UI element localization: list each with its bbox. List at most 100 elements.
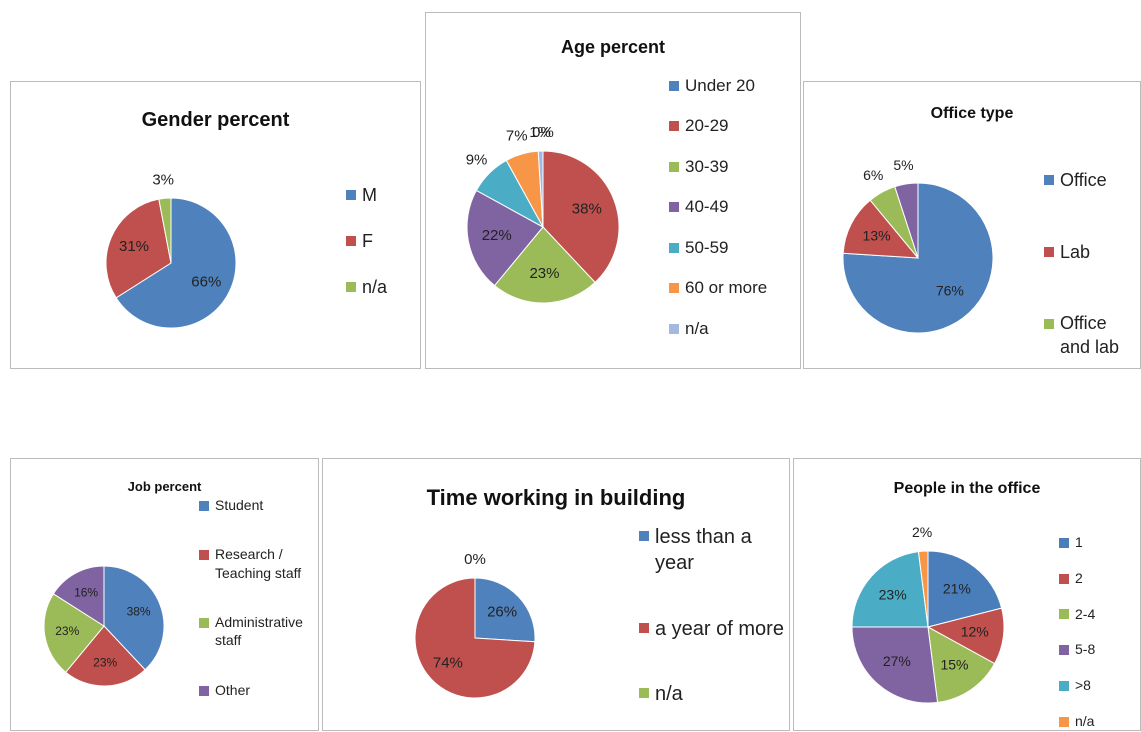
chart-panel: People in the office 21% 12% 15% 27% 23% 2% 1 2 2… [793, 458, 1141, 731]
data-label: 0% [532, 124, 554, 141]
pie-slice [851, 551, 929, 628]
pie-area: 66% 31% 3% [105, 171, 237, 329]
legend-item: 60 or more [669, 277, 799, 299]
data-label: 9% [466, 152, 488, 169]
legend: Office Lab Office and lab [1044, 169, 1139, 359]
legend-item: 1 [1059, 533, 1141, 551]
legend-label: 40-49 [685, 197, 729, 217]
legend-swatch [669, 323, 679, 334]
legend-item: 40-49 [669, 196, 799, 218]
legend-item: 50-59 [669, 237, 799, 259]
pie-slice [842, 182, 994, 334]
pie-slice [474, 577, 536, 643]
legend: less than a year a year of more n/a [639, 524, 789, 707]
legend: 1 2 2-4 5-8 >8 n/a [1059, 533, 1141, 730]
pie-slice [927, 626, 996, 703]
pie-slice [851, 626, 939, 704]
legend-swatch [669, 80, 679, 91]
legend-label: 5-8 [1075, 641, 1096, 658]
legend-swatch [1059, 716, 1069, 727]
chart-title: Time working in building [426, 485, 686, 510]
legend-label: >8 [1075, 677, 1091, 693]
legend-item: n/a [1059, 712, 1141, 730]
data-label: 26% [487, 604, 517, 621]
legend-swatch [1059, 645, 1069, 656]
legend-label: n/a [655, 683, 683, 705]
pie-slice [894, 182, 919, 259]
legend-item: Office [1044, 169, 1139, 192]
legend-item: >8 [1059, 676, 1141, 694]
data-label: 38% [572, 201, 602, 218]
data-label: 5% [893, 157, 913, 173]
legend-item: M [346, 184, 418, 207]
chart-panel: Job percent 38% 23% 23% 16% Student Research /… [10, 458, 319, 731]
pie-slice [917, 550, 929, 628]
legend-swatch [199, 550, 209, 561]
legend-swatch [346, 190, 356, 201]
pie-slice [52, 565, 105, 627]
data-label: 76% [936, 283, 964, 299]
legend-label: 2 [1075, 569, 1083, 586]
legend-item: Under 20 [669, 75, 799, 97]
legend-swatch [199, 500, 209, 511]
data-label: 27% [883, 653, 911, 669]
legend-swatch [1044, 246, 1054, 257]
pie-slice [537, 150, 544, 228]
data-label: 16% [74, 586, 98, 600]
legend-label: n/a [362, 276, 388, 297]
legend-label: Office and lab [1060, 313, 1120, 357]
pie-area: 0% 38% 23% 22% 9% 7% 1% [466, 124, 620, 304]
legend-label: 60 or more [685, 278, 768, 298]
legend-item: 20-29 [669, 115, 799, 137]
data-label: 13% [863, 228, 891, 244]
legend-swatch [1044, 318, 1054, 329]
data-label: 66% [191, 273, 221, 290]
legend-swatch [199, 685, 209, 696]
data-label: 23% [93, 655, 117, 669]
legend-swatch [639, 531, 649, 541]
legend-item: a year of more [639, 616, 789, 642]
legend-label: n/a [685, 318, 709, 338]
legend-item: Student [199, 496, 317, 514]
chart-title: Gender percent [141, 109, 290, 131]
legend-item: 30-39 [669, 156, 799, 178]
legend-swatch [669, 242, 679, 253]
legend-label: F [362, 230, 373, 251]
legend-item: 2-4 [1059, 605, 1141, 623]
data-label: 31% [119, 238, 149, 255]
legend-label: 50-59 [685, 237, 729, 257]
legend-label: n/a [1075, 712, 1095, 729]
legend-item: F [346, 230, 418, 253]
legend-swatch [1059, 537, 1069, 548]
legend-label: 1 [1075, 534, 1083, 550]
legend-label: M [362, 185, 377, 205]
pie-area: 21% 12% 15% 27% 23% 2% [851, 524, 1005, 704]
data-label: 12% [961, 624, 989, 640]
legend-item: Lab [1044, 241, 1139, 264]
data-label: 74% [433, 654, 463, 671]
data-label: 38% [127, 604, 151, 618]
legend-swatch [1059, 680, 1069, 691]
legend-label: Administrative staff [215, 614, 303, 649]
legend-label: 20-29 [685, 116, 729, 136]
pie-slice [466, 189, 544, 287]
chart-title: People in the office [893, 480, 1041, 497]
data-label: 2% [912, 524, 932, 540]
legend-swatch [1059, 609, 1069, 620]
data-label: 15% [940, 657, 968, 673]
legend-swatch [669, 202, 679, 213]
data-label: 21% [943, 580, 971, 596]
legend-label: Student [215, 497, 264, 513]
legend-item: Research / Teaching staff [199, 545, 317, 581]
pie-slice [842, 199, 920, 259]
legend-label: Office [1060, 170, 1107, 190]
pie-slice [105, 198, 172, 299]
legend-swatch [1059, 573, 1069, 584]
legend-item: n/a [346, 276, 418, 299]
pie-slice [542, 150, 620, 284]
legend-label: Lab [1060, 241, 1091, 262]
pie-slice [115, 197, 237, 329]
